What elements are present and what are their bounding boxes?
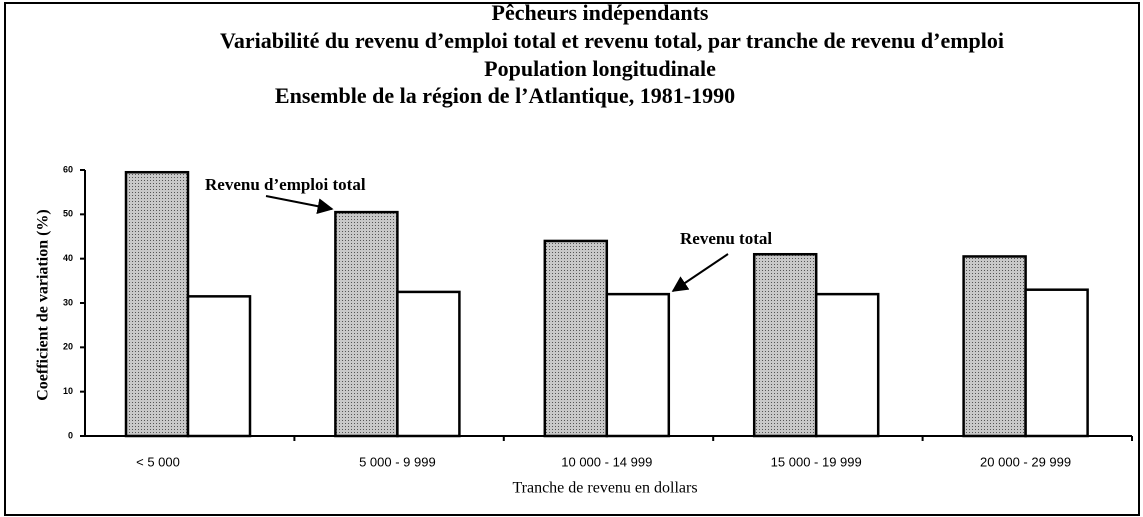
bar [543,239,609,438]
bar [334,210,399,438]
y-tick-label: 30 [63,297,73,307]
chart-subtitle: Ensemble de la région de l’Atlantique, 1… [275,83,735,108]
annotation: Revenu total [680,229,772,248]
y-tick-label: 0 [68,430,73,440]
x-tick-label: 10 000 - 14 999 [561,454,652,469]
arrow [265,195,334,215]
bar [752,252,818,438]
y-tick-label: 50 [63,209,73,219]
frame [4,2,1140,516]
bar [814,292,880,438]
bar [186,295,252,438]
y-axis-label: Coefficient de variation (%) [35,209,52,401]
y-tick-label: 40 [63,253,73,263]
y-tick-label: 10 [63,386,73,396]
bar [396,290,461,438]
y-tick-label: 60 [63,164,73,174]
x-tick-label: 5 000 - 9 999 [359,454,436,469]
x-axis-label: Tranche de revenu en dollars [512,480,697,497]
bar [124,170,190,438]
x-tick-label: 20 000 - 29 999 [980,454,1071,469]
x-tick-label: 15 000 - 19 999 [771,454,862,469]
arrow [671,253,729,292]
bar [605,292,671,438]
chart-subtitle: Variabilité du revenu d’emploi total et … [220,28,1004,53]
bar [962,255,1027,438]
chart-title: Pêcheurs indépendants [492,0,709,25]
bar [1024,288,1089,438]
y-tick-label: 20 [63,342,73,352]
annotation: Revenu d’emploi total [205,175,366,194]
x-tick-label: < 5 000 [136,454,180,469]
chart-subtitle: Population longitudinale [484,56,716,81]
